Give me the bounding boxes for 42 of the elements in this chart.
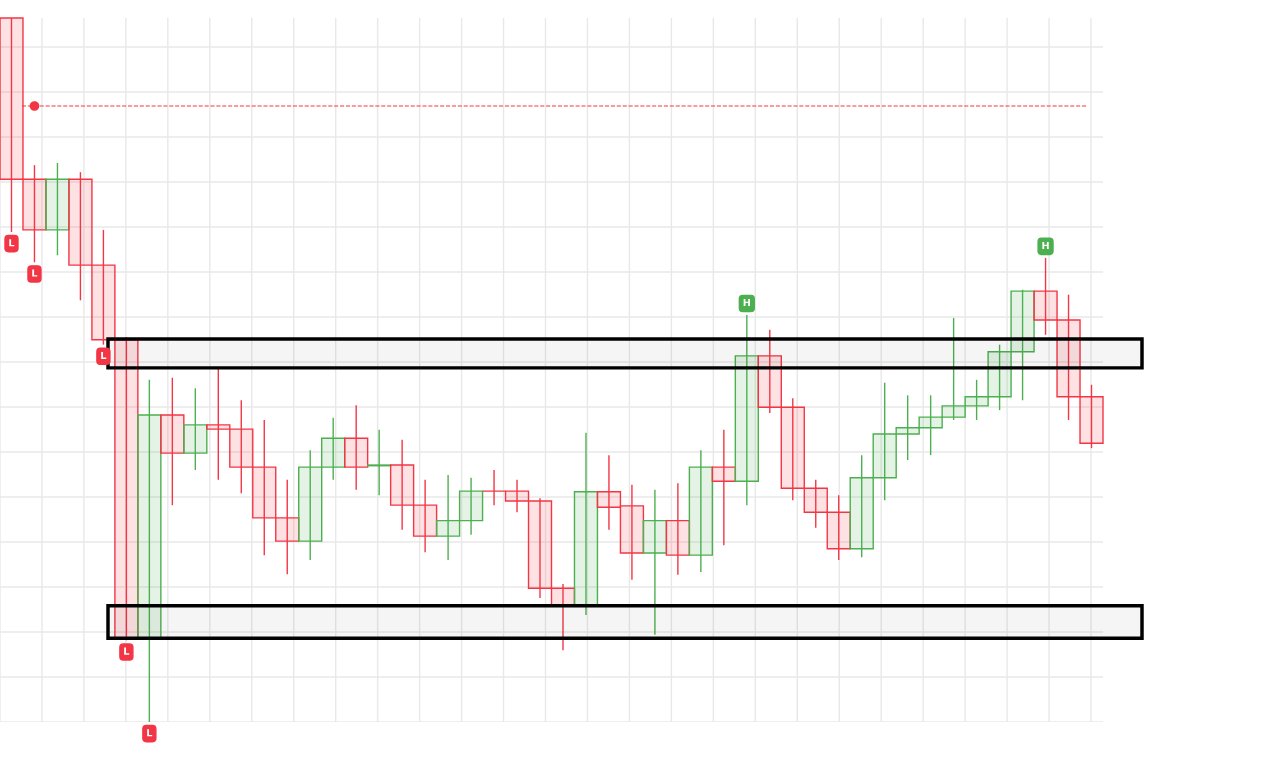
candlestick	[711, 429, 737, 546]
annotation: L	[147, 729, 153, 737]
annotation: L	[32, 269, 38, 277]
candlestick	[1033, 257, 1058, 336]
candlestick	[780, 397, 805, 501]
candlestick	[321, 417, 346, 481]
annotation: L	[124, 647, 130, 655]
annotation: L	[101, 351, 107, 359]
candlestick	[160, 377, 185, 506]
candlestick	[91, 229, 116, 346]
candlestick	[918, 394, 943, 456]
candlestick	[872, 381, 897, 501]
candlestick	[183, 387, 208, 471]
candlestick	[68, 171, 93, 301]
candlestick	[941, 317, 966, 421]
annotation: H	[743, 299, 750, 307]
annotation: H	[1042, 242, 1049, 250]
candlestick	[389, 439, 415, 531]
candlestick	[229, 399, 254, 494]
candlestick	[803, 479, 828, 529]
candlestick	[0, 17, 24, 233]
candlestick	[596, 454, 622, 531]
candlestick	[22, 164, 47, 263]
candlestick	[435, 474, 461, 561]
candlestick	[412, 479, 438, 554]
candlestick	[688, 449, 714, 573]
candlestick	[849, 454, 874, 558]
candlestick	[895, 394, 920, 461]
candlestick	[298, 449, 323, 561]
candlestick	[826, 494, 851, 561]
candlestick	[343, 404, 369, 491]
candlestick	[206, 367, 231, 481]
candlestick	[504, 479, 530, 513]
candlestick	[458, 477, 484, 536]
candlestick	[1079, 384, 1104, 449]
candlestick	[45, 162, 70, 256]
candlestick	[275, 479, 300, 575]
candlestick	[527, 497, 553, 599]
annotation: L	[9, 239, 15, 247]
candlestick	[481, 469, 507, 506]
candlestick	[252, 419, 277, 556]
candlestick	[964, 379, 989, 421]
